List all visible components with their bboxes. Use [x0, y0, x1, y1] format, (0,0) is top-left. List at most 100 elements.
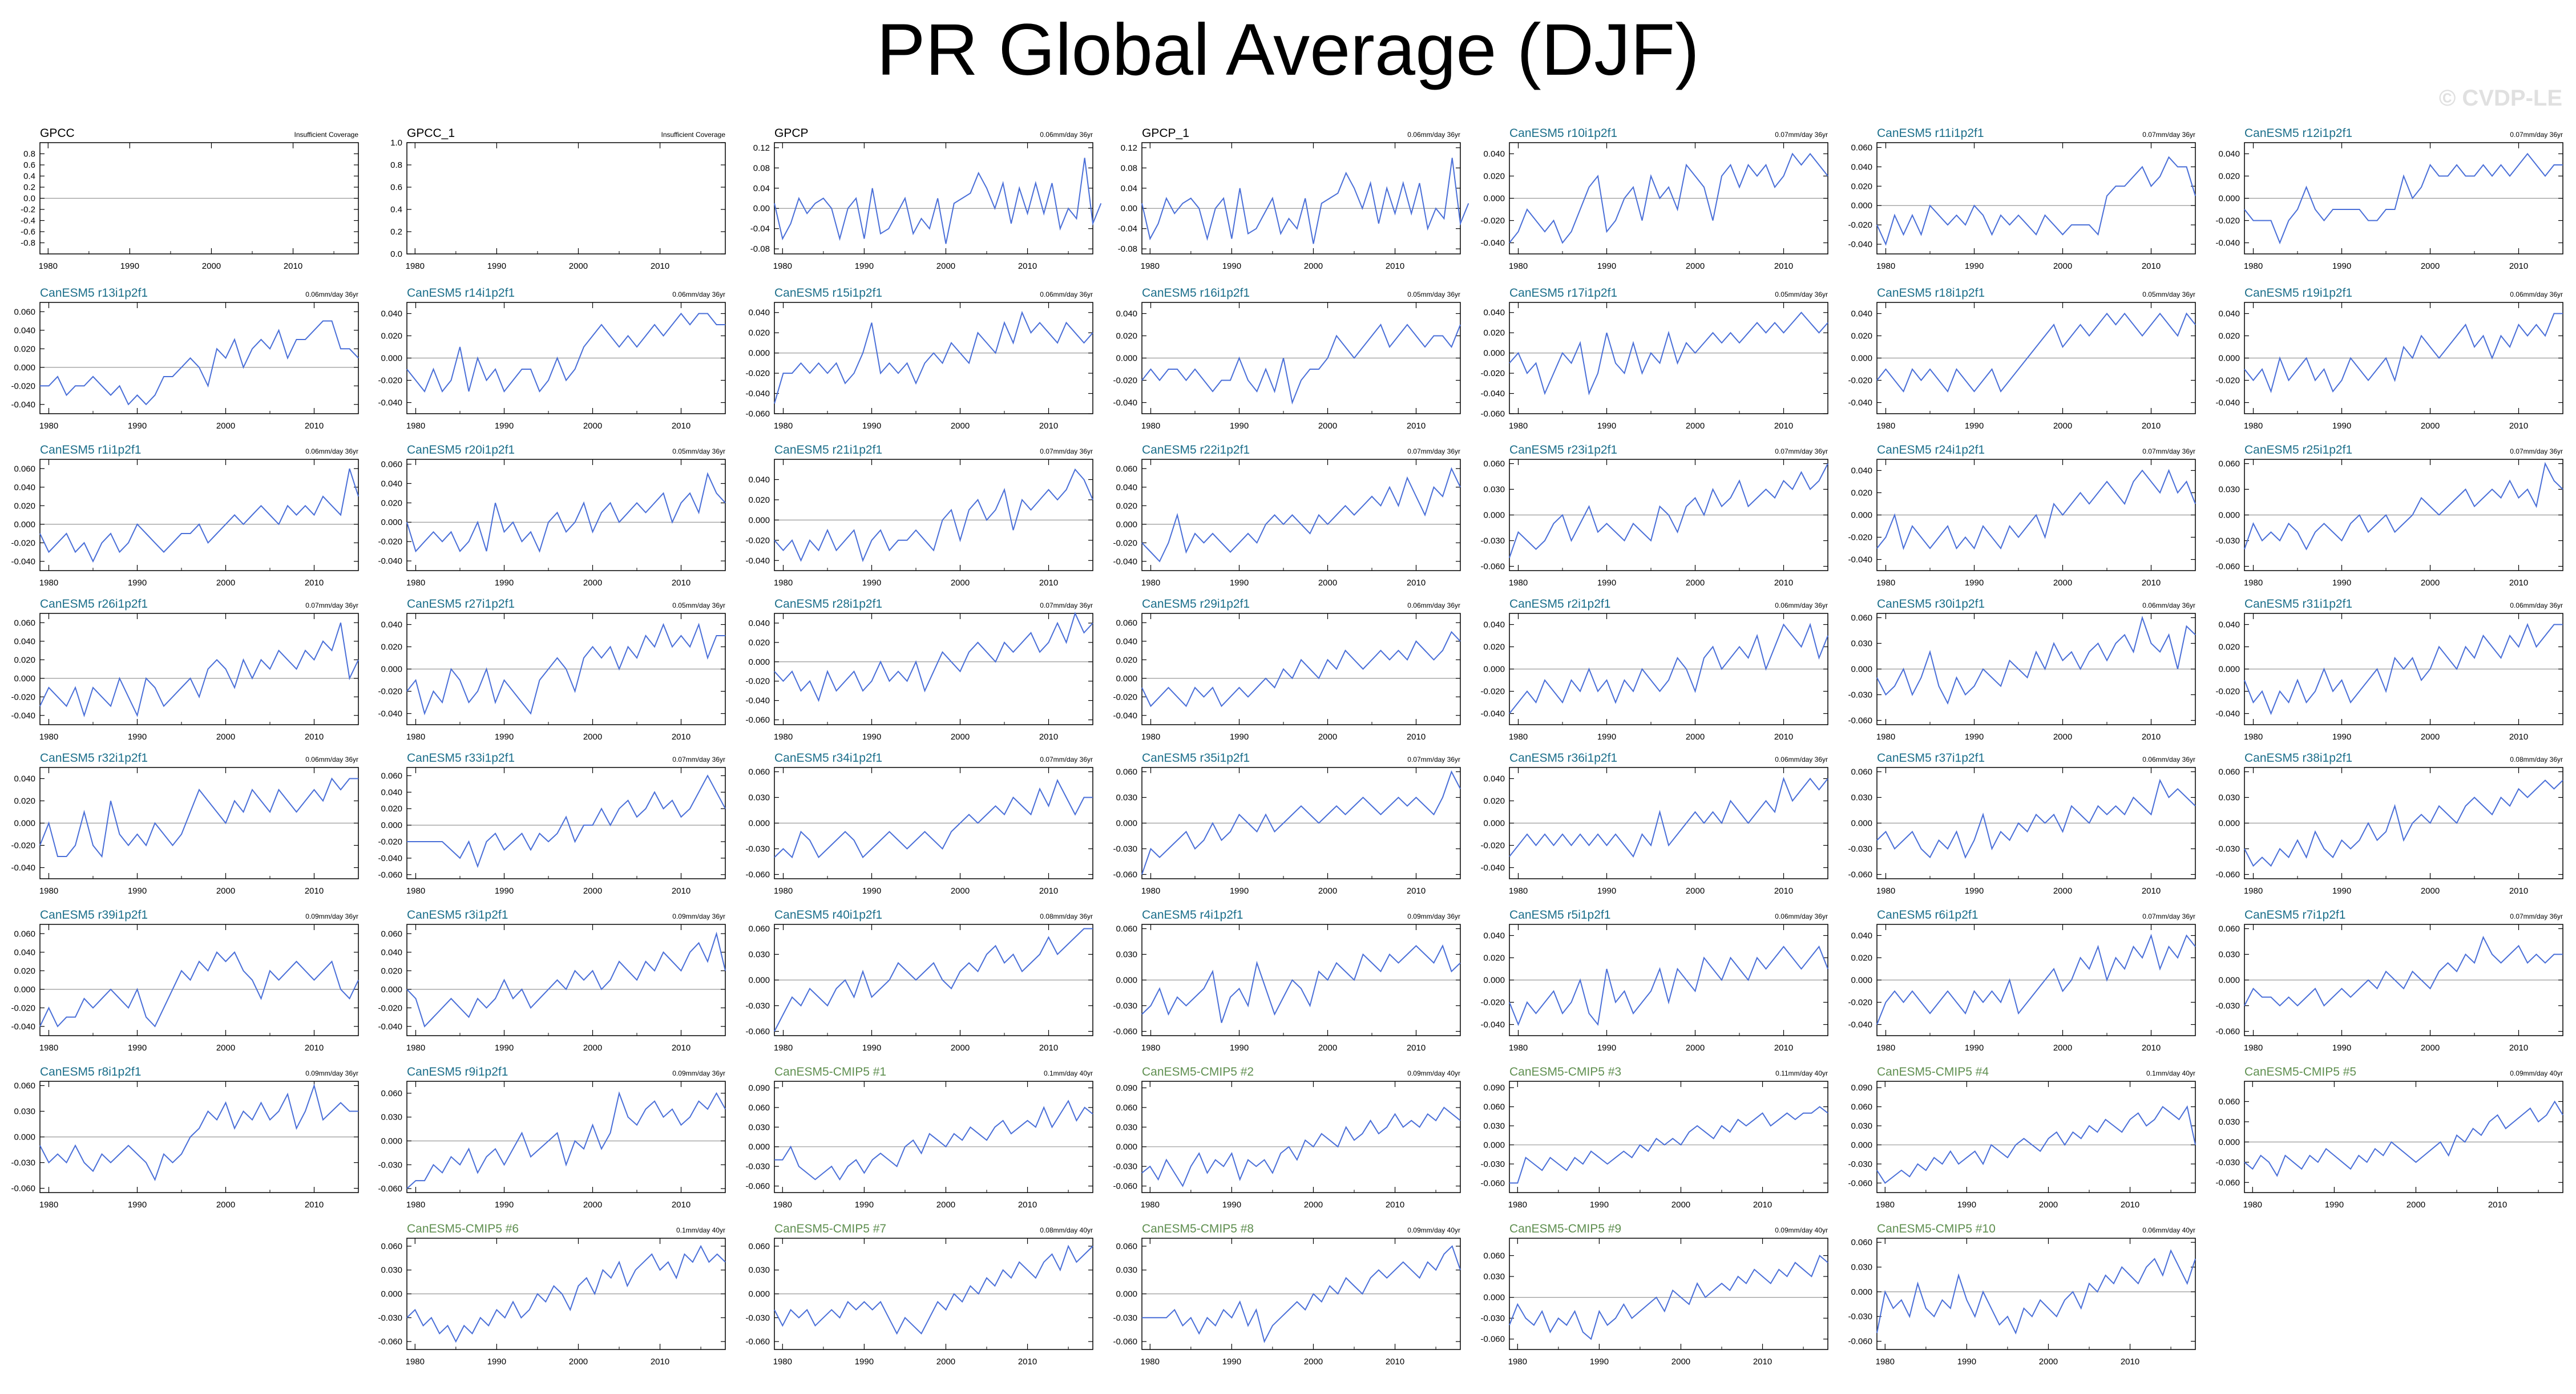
- y-tick-label: 0.060: [1851, 143, 1872, 152]
- y-tick-label: -0.060: [378, 1184, 402, 1194]
- y-tick-label: -0.08: [750, 244, 770, 254]
- y-tick-label: 0.090: [748, 1083, 770, 1093]
- x-tick-label: 2010: [2142, 578, 2161, 588]
- y-tick-label: -0.040: [1113, 711, 1137, 721]
- panel-title: CanESM5 r14i1p2f1: [407, 286, 515, 300]
- panel-stat: 0.09mm/day 36yr: [672, 912, 725, 920]
- y-tick-label: 0.030: [1483, 1121, 1505, 1131]
- x-tick-label: 1980: [774, 578, 793, 588]
- x-tick-label: 2000: [2053, 421, 2072, 431]
- y-tick-label: 0.020: [14, 344, 35, 354]
- y-tick-label: 0.000: [748, 976, 770, 985]
- x-tick-label: 2010: [1039, 421, 1058, 431]
- y-tick-label: 0.000: [1851, 819, 1872, 829]
- y-tick-label: -0.040: [1113, 557, 1137, 567]
- y-tick-label: 0.090: [1483, 1083, 1505, 1093]
- x-tick-label: 1980: [774, 886, 793, 896]
- chart-panel: CanESM5 r17i1p2f1 0.05mm/day 36yr 0.040 0.0…: [1480, 286, 1828, 431]
- y-tick-label: 0.060: [1851, 613, 1872, 623]
- x-tick-label: 1990: [1957, 1200, 1976, 1210]
- plot-frame: [406, 1081, 726, 1193]
- y-tick-label: -0.030: [745, 1162, 770, 1171]
- x-tick-label: 1980: [774, 1043, 793, 1053]
- y-tick-label: 0.6: [390, 183, 402, 192]
- y-tick-label: 0.060: [2218, 924, 2240, 934]
- panel-title: CanESM5 r1i1p2f1: [40, 443, 141, 456]
- y-tick-label: -0.040: [11, 711, 35, 721]
- x-tick-label: 1990: [1222, 1357, 1241, 1367]
- panel-stat: 0.1mm/day 40yr: [676, 1226, 725, 1234]
- y-tick-label: 0.090: [1851, 1083, 1872, 1093]
- y-tick-label: -0.060: [1113, 870, 1137, 880]
- x-tick-label: 1980: [406, 578, 425, 588]
- x-tick-label: 1990: [487, 1357, 506, 1367]
- y-tick-label: -0.060: [1113, 1337, 1137, 1347]
- y-tick-label: -0.060: [745, 1337, 770, 1347]
- plot-frame: [1509, 1238, 1828, 1350]
- y-tick-label: 0.000: [748, 1290, 770, 1299]
- y-tick-label: 0.020: [1851, 332, 1872, 341]
- y-tick-label: -0.020: [1848, 998, 1872, 1008]
- panel-stat: 0.07mm/day 36yr: [1775, 131, 1828, 139]
- x-tick-label: 2000: [216, 732, 235, 742]
- y-tick-label: 0.040: [381, 309, 402, 319]
- y-tick-label: -0.030: [2215, 1001, 2240, 1011]
- x-tick-label: 2010: [2142, 732, 2161, 742]
- x-tick-label: 1980: [773, 1357, 792, 1367]
- panel-stat: 0.07mm/day 36yr: [1040, 601, 1093, 609]
- chart-panel: CanESM5-CMIP5 #10 0.06mm/day 40yr 0.060 0.0…: [1848, 1222, 2196, 1367]
- x-tick-label: 1990: [1590, 1200, 1609, 1210]
- y-tick-label: 0.040: [14, 637, 35, 647]
- y-tick-label: 0.040: [1116, 309, 1137, 319]
- x-tick-label: 1990: [487, 261, 506, 271]
- chart-panel: CanESM5 r40i1p2f1 0.08mm/day 36yr 0.060 0.0…: [745, 908, 1093, 1053]
- y-tick-label: -0.2: [21, 205, 35, 215]
- y-tick-label: 0.000: [1483, 976, 1505, 985]
- x-tick-label: 1980: [39, 421, 58, 431]
- chart-panel: CanESM5 r7i1p2f1 0.07mm/day 36yr 0.060 0.03…: [2215, 908, 2563, 1053]
- x-tick-label: 2000: [1686, 1043, 1705, 1053]
- y-tick-label: -0.030: [2215, 536, 2240, 546]
- y-tick-label: 0.000: [14, 985, 35, 995]
- y-tick-label: -0.040: [745, 556, 770, 565]
- y-tick-label: 0.060: [14, 929, 35, 939]
- x-tick-label: 2010: [1386, 1357, 1404, 1367]
- chart-panel: CanESM5 r11i1p2f1 0.07mm/day 36yr 0.060 0.0…: [1848, 127, 2196, 271]
- y-tick-label: 0.000: [1483, 1140, 1505, 1150]
- x-tick-label: 1990: [1597, 261, 1616, 271]
- x-tick-label: 1980: [1509, 421, 1528, 431]
- panel-title: CanESM5-CMIP5 #1: [774, 1065, 886, 1078]
- x-tick-label: 2010: [1753, 1200, 1772, 1210]
- y-tick-label: 0.040: [1851, 162, 1872, 172]
- series-line: [39, 1084, 358, 1182]
- y-tick-label: 0.030: [748, 1122, 770, 1132]
- panel-title: CanESM5 r37i1p2f1: [1877, 751, 1985, 765]
- y-tick-label: 0.000: [14, 674, 35, 684]
- y-tick-label: 0.000: [14, 520, 35, 530]
- series-line: [2244, 1100, 2563, 1177]
- chart-panel: CanESM5-CMIP5 #8 0.09mm/day 40yr 0.060 0.03…: [1113, 1222, 1461, 1367]
- y-tick-label: -0.020: [11, 381, 35, 391]
- x-tick-label: 1980: [1876, 732, 1895, 742]
- y-tick-label: -0.040: [378, 709, 402, 719]
- chart-panel: CanESM5 r23i1p2f1 0.07mm/day 36yr 0.060 0.0…: [1480, 443, 1828, 588]
- y-tick-label: -0.040: [11, 863, 35, 873]
- y-tick-label: 0.060: [1116, 464, 1137, 474]
- y-tick-label: 0.020: [1851, 181, 1872, 191]
- y-tick-label: 0.0: [390, 249, 402, 259]
- y-tick-label: 0.030: [748, 950, 770, 960]
- y-tick-label: 0.060: [1483, 459, 1505, 469]
- x-tick-label: 2010: [672, 1043, 691, 1053]
- chart-panel: CanESM5 r1i1p2f1 0.06mm/day 36yr 0.060 0.04…: [11, 443, 359, 588]
- x-tick-label: 2000: [2421, 421, 2440, 431]
- x-tick-label: 2000: [2421, 1043, 2440, 1053]
- y-tick-label: 0.000: [2218, 1137, 2240, 1147]
- x-tick-label: 1980: [774, 732, 793, 742]
- panel-title: CanESM5 r36i1p2f1: [1509, 751, 1617, 765]
- panel-stat: 0.07mm/day 36yr: [1040, 447, 1093, 455]
- chart-panel: CanESM5 r13i1p2f1 0.06mm/day 36yr 0.060 0.0…: [11, 286, 359, 431]
- x-tick-label: 2010: [651, 261, 669, 271]
- y-tick-label: -0.060: [1848, 870, 1872, 880]
- y-tick-label: 0.6: [23, 160, 35, 170]
- chart-panel: CanESM5 r14i1p2f1 0.06mm/day 36yr 0.040 0.0…: [378, 286, 726, 431]
